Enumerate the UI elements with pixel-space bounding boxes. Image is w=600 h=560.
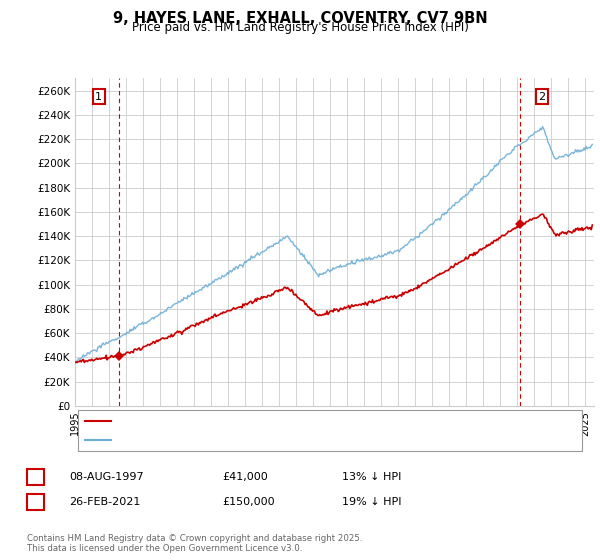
Text: 2: 2 [32,497,39,507]
Text: 19% ↓ HPI: 19% ↓ HPI [342,497,401,507]
Text: Price paid vs. HM Land Registry's House Price Index (HPI): Price paid vs. HM Land Registry's House … [131,21,469,34]
Text: HPI: Average price, semi-detached house, Nuneaton and Bedworth: HPI: Average price, semi-detached house,… [117,435,466,445]
Text: 2: 2 [539,92,545,101]
Text: 26-FEB-2021: 26-FEB-2021 [69,497,140,507]
Text: 13% ↓ HPI: 13% ↓ HPI [342,472,401,482]
Text: 1: 1 [95,92,103,101]
Text: 9, HAYES LANE, EXHALL, COVENTRY, CV7 9BN: 9, HAYES LANE, EXHALL, COVENTRY, CV7 9BN [113,11,487,26]
Text: £41,000: £41,000 [222,472,268,482]
Text: Contains HM Land Registry data © Crown copyright and database right 2025.
This d: Contains HM Land Registry data © Crown c… [27,534,362,553]
Text: £150,000: £150,000 [222,497,275,507]
Text: 1: 1 [32,472,39,482]
Text: 9, HAYES LANE, EXHALL, COVENTRY, CV7 9BN (semi-detached house): 9, HAYES LANE, EXHALL, COVENTRY, CV7 9BN… [117,417,479,426]
Text: 08-AUG-1997: 08-AUG-1997 [69,472,143,482]
